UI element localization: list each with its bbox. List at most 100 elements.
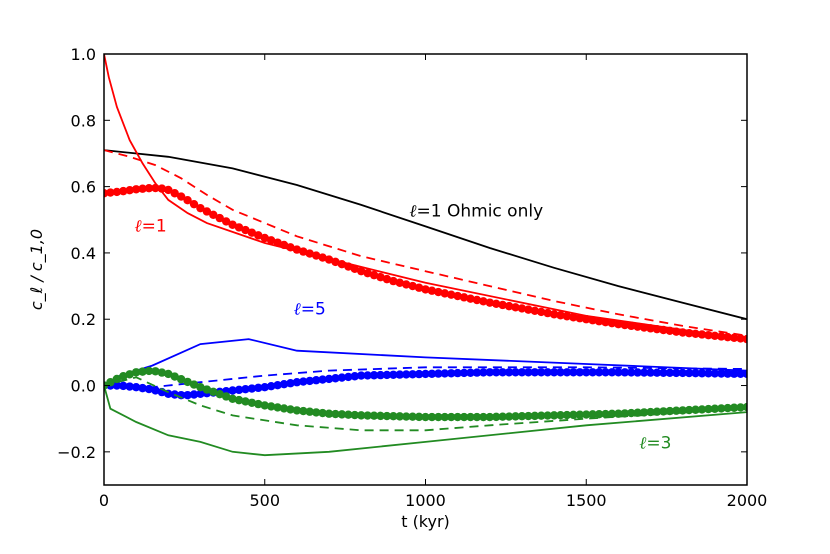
data-point — [421, 285, 430, 294]
data-point — [241, 384, 250, 394]
data-point — [215, 213, 224, 223]
data-point — [183, 377, 192, 387]
data-point — [151, 367, 160, 376]
data-point — [537, 411, 546, 420]
data-point — [305, 249, 314, 258]
data-point — [350, 410, 359, 420]
data-point — [582, 315, 591, 324]
series-line-4 — [104, 338, 747, 387]
data-point — [324, 255, 334, 264]
data-point — [524, 368, 533, 377]
data-point — [389, 370, 398, 379]
data-point — [504, 368, 514, 377]
data-point — [131, 368, 141, 377]
data-point — [639, 368, 649, 377]
data-point — [633, 322, 642, 331]
data-point — [324, 409, 334, 418]
axis-ticks: 0 500 1000 1500 2000 −0.2 0.0 0.2 0.4 0.6 0.8 1.0 — [57, 45, 767, 510]
data-point — [266, 382, 276, 391]
data-point — [472, 295, 482, 305]
data-point — [318, 408, 327, 418]
data-point — [710, 404, 720, 413]
data-point — [601, 368, 610, 377]
data-point — [408, 370, 417, 379]
y-tick-label: 0.0 — [71, 377, 96, 396]
data-point — [241, 225, 250, 235]
plot-area — [104, 54, 747, 457]
series-dots-9 — [104, 366, 747, 422]
data-point — [697, 330, 707, 339]
data-point — [414, 369, 424, 379]
data-point — [344, 262, 353, 271]
data-point — [344, 410, 353, 419]
data-point — [138, 367, 147, 376]
data-point — [138, 383, 147, 393]
data-point — [318, 375, 327, 384]
data-point — [530, 368, 540, 377]
data-point — [183, 196, 192, 205]
data-point — [292, 378, 302, 387]
data-point — [176, 192, 186, 201]
data-point — [742, 369, 747, 379]
annotation-label: ℓ=1 — [135, 216, 167, 236]
data-point — [183, 390, 192, 400]
data-point — [106, 188, 115, 197]
data-point — [144, 366, 154, 376]
data-point — [286, 243, 295, 252]
data-point — [125, 185, 134, 195]
data-point — [646, 368, 655, 377]
data-point — [157, 368, 167, 377]
data-point — [672, 327, 681, 336]
data-point — [543, 308, 552, 318]
data-point — [305, 407, 314, 416]
data-point — [652, 324, 662, 334]
data-point — [646, 407, 655, 417]
x-tick-label: 1000 — [405, 491, 446, 510]
data-point — [279, 404, 289, 413]
data-point — [569, 313, 578, 322]
data-point — [627, 321, 636, 331]
data-point — [614, 368, 623, 377]
data-point — [498, 412, 507, 421]
data-point — [434, 369, 443, 378]
data-point — [453, 412, 462, 422]
data-point — [427, 412, 437, 422]
data-point — [678, 328, 687, 337]
data-point — [492, 368, 501, 377]
data-point — [286, 405, 295, 414]
data-point — [530, 306, 540, 315]
data-point — [453, 368, 462, 378]
data-point — [402, 280, 411, 289]
data-point — [157, 184, 167, 193]
data-point — [556, 368, 565, 377]
data-point — [363, 268, 372, 278]
data-point — [549, 310, 559, 319]
data-point — [504, 301, 514, 311]
data-point — [131, 185, 141, 194]
data-point — [131, 382, 141, 392]
data-point — [389, 276, 398, 286]
data-point — [414, 412, 424, 422]
data-point — [382, 274, 392, 284]
data-point — [344, 372, 353, 382]
data-point — [119, 372, 128, 381]
data-point — [311, 251, 321, 260]
data-point — [151, 386, 160, 395]
data-point — [639, 323, 649, 332]
data-point — [614, 320, 623, 329]
series-line-2 — [104, 149, 747, 337]
data-point — [357, 411, 366, 420]
data-point — [459, 368, 469, 378]
data-point — [633, 368, 642, 377]
data-point — [447, 412, 456, 422]
data-point — [125, 382, 134, 391]
data-point — [704, 330, 713, 340]
data-point — [112, 374, 122, 384]
data-point — [459, 412, 469, 422]
data-point — [684, 405, 694, 415]
data-point — [524, 305, 533, 314]
data-point — [543, 368, 552, 377]
data-point — [594, 410, 604, 419]
data-point — [337, 410, 347, 419]
data-point — [221, 217, 231, 226]
